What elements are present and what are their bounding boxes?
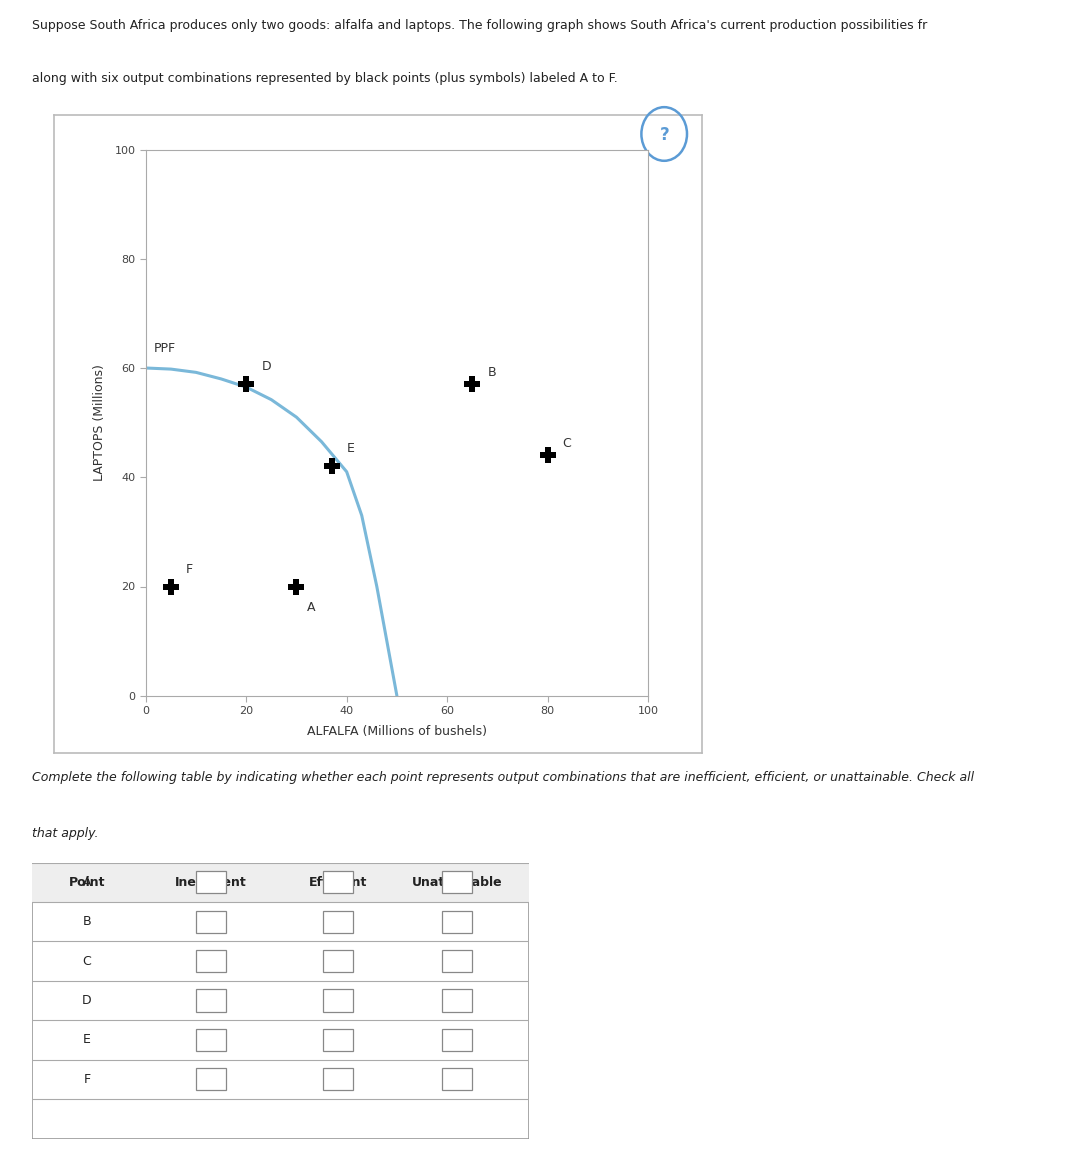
Text: PPF: PPF	[153, 342, 175, 354]
Text: Suppose South Africa produces only two goods: alfalfa and laptops. The following: Suppose South Africa produces only two g…	[32, 20, 928, 32]
Text: F: F	[83, 1073, 91, 1086]
FancyBboxPatch shape	[442, 1029, 472, 1051]
FancyBboxPatch shape	[197, 1029, 227, 1051]
Text: D: D	[82, 994, 92, 1007]
Text: B: B	[83, 915, 92, 928]
Y-axis label: LAPTOPS (Millions): LAPTOPS (Millions)	[93, 365, 106, 481]
FancyBboxPatch shape	[197, 1068, 227, 1090]
Text: Efficient: Efficient	[309, 875, 367, 889]
Text: ?: ?	[659, 126, 670, 144]
FancyBboxPatch shape	[323, 950, 353, 972]
FancyBboxPatch shape	[197, 989, 227, 1012]
FancyBboxPatch shape	[442, 950, 472, 972]
FancyBboxPatch shape	[323, 989, 353, 1012]
FancyBboxPatch shape	[323, 1068, 353, 1090]
Text: E: E	[347, 443, 354, 455]
Text: F: F	[186, 562, 193, 575]
FancyBboxPatch shape	[442, 989, 472, 1012]
Text: Unattainable: Unattainable	[411, 875, 502, 889]
Text: Point: Point	[69, 875, 105, 889]
FancyBboxPatch shape	[442, 911, 472, 933]
Text: along with six output combinations represented by black points (plus symbols) la: along with six output combinations repre…	[32, 71, 618, 85]
FancyBboxPatch shape	[442, 1068, 472, 1090]
FancyBboxPatch shape	[323, 872, 353, 894]
FancyBboxPatch shape	[323, 1029, 353, 1051]
Text: C: C	[83, 954, 92, 967]
Text: D: D	[261, 360, 271, 374]
X-axis label: ALFALFA (Millions of bushels): ALFALFA (Millions of bushels)	[307, 724, 487, 737]
Text: Complete the following table by indicating whether each point represents output : Complete the following table by indicati…	[32, 770, 974, 783]
Text: C: C	[563, 437, 571, 450]
FancyBboxPatch shape	[442, 872, 472, 894]
Text: B: B	[487, 366, 496, 378]
Text: Inefficient: Inefficient	[175, 875, 247, 889]
FancyBboxPatch shape	[32, 862, 529, 1138]
FancyBboxPatch shape	[197, 872, 227, 894]
FancyBboxPatch shape	[32, 862, 529, 902]
Text: E: E	[83, 1034, 91, 1047]
FancyBboxPatch shape	[323, 911, 353, 933]
FancyBboxPatch shape	[197, 950, 227, 972]
FancyBboxPatch shape	[197, 911, 227, 933]
Text: A: A	[307, 600, 315, 614]
Text: that apply.: that apply.	[32, 827, 99, 840]
Text: A: A	[83, 875, 92, 889]
